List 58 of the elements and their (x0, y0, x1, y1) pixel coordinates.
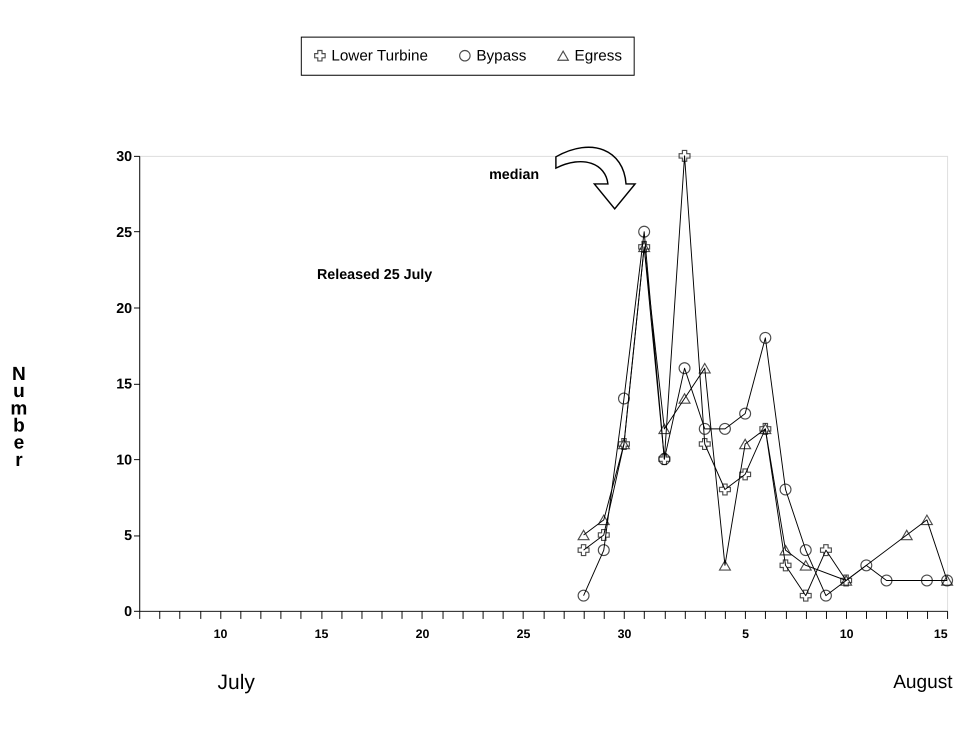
point (920, 514, 933, 526)
point (920, 574, 933, 586)
legend-label: Lower Turbine (331, 47, 428, 64)
point (780, 544, 792, 556)
point (780, 559, 792, 572)
point (900, 530, 913, 540)
y-tick-label: 25 (116, 224, 132, 241)
point (780, 484, 792, 496)
point (658, 424, 670, 434)
point (678, 393, 691, 404)
y-tick-label: 20 (116, 300, 132, 317)
annotation: Released 25 July (316, 266, 432, 283)
point (880, 574, 893, 586)
point (718, 483, 731, 496)
legend-label: Egress (574, 47, 622, 64)
point (618, 392, 630, 405)
point (739, 408, 752, 420)
y-tick-label: 10 (116, 452, 132, 468)
legend-label: Bypass (476, 47, 527, 64)
point (678, 362, 691, 374)
point (800, 544, 812, 556)
x-tick-label: 10 (840, 627, 854, 642)
point (718, 422, 731, 435)
point (759, 332, 772, 344)
point (698, 362, 711, 374)
y-axis-title: Number (10, 364, 28, 471)
point (678, 150, 691, 162)
y-tick-label: 15 (116, 376, 132, 393)
y-tick-label: 0 (124, 604, 132, 620)
annotation: median (489, 166, 540, 183)
x-tick-label: 30 (618, 627, 632, 642)
point (820, 590, 832, 602)
x-tick-label: 15 (934, 627, 948, 642)
point (800, 590, 812, 602)
point (578, 590, 590, 602)
point (718, 560, 731, 571)
point (860, 559, 872, 572)
x-tick-label: 20 (416, 627, 430, 642)
point (820, 544, 832, 556)
text: July (218, 671, 256, 694)
point (739, 438, 752, 450)
y-tick-label: 30 (116, 149, 132, 166)
x-tick-label: 10 (214, 627, 228, 642)
x-tick-label: 15 (314, 627, 328, 642)
point (638, 226, 650, 238)
y-tick-label: 5 (124, 528, 132, 544)
point (578, 544, 590, 556)
point (598, 514, 610, 526)
x-tick-label: 5 (742, 627, 750, 642)
point (598, 544, 610, 556)
point (698, 438, 711, 450)
point (739, 468, 752, 480)
text: August (893, 672, 954, 694)
point (598, 528, 610, 542)
point (800, 560, 812, 571)
point (698, 422, 711, 435)
x-tick-label: 25 (516, 627, 530, 642)
point (578, 530, 590, 540)
